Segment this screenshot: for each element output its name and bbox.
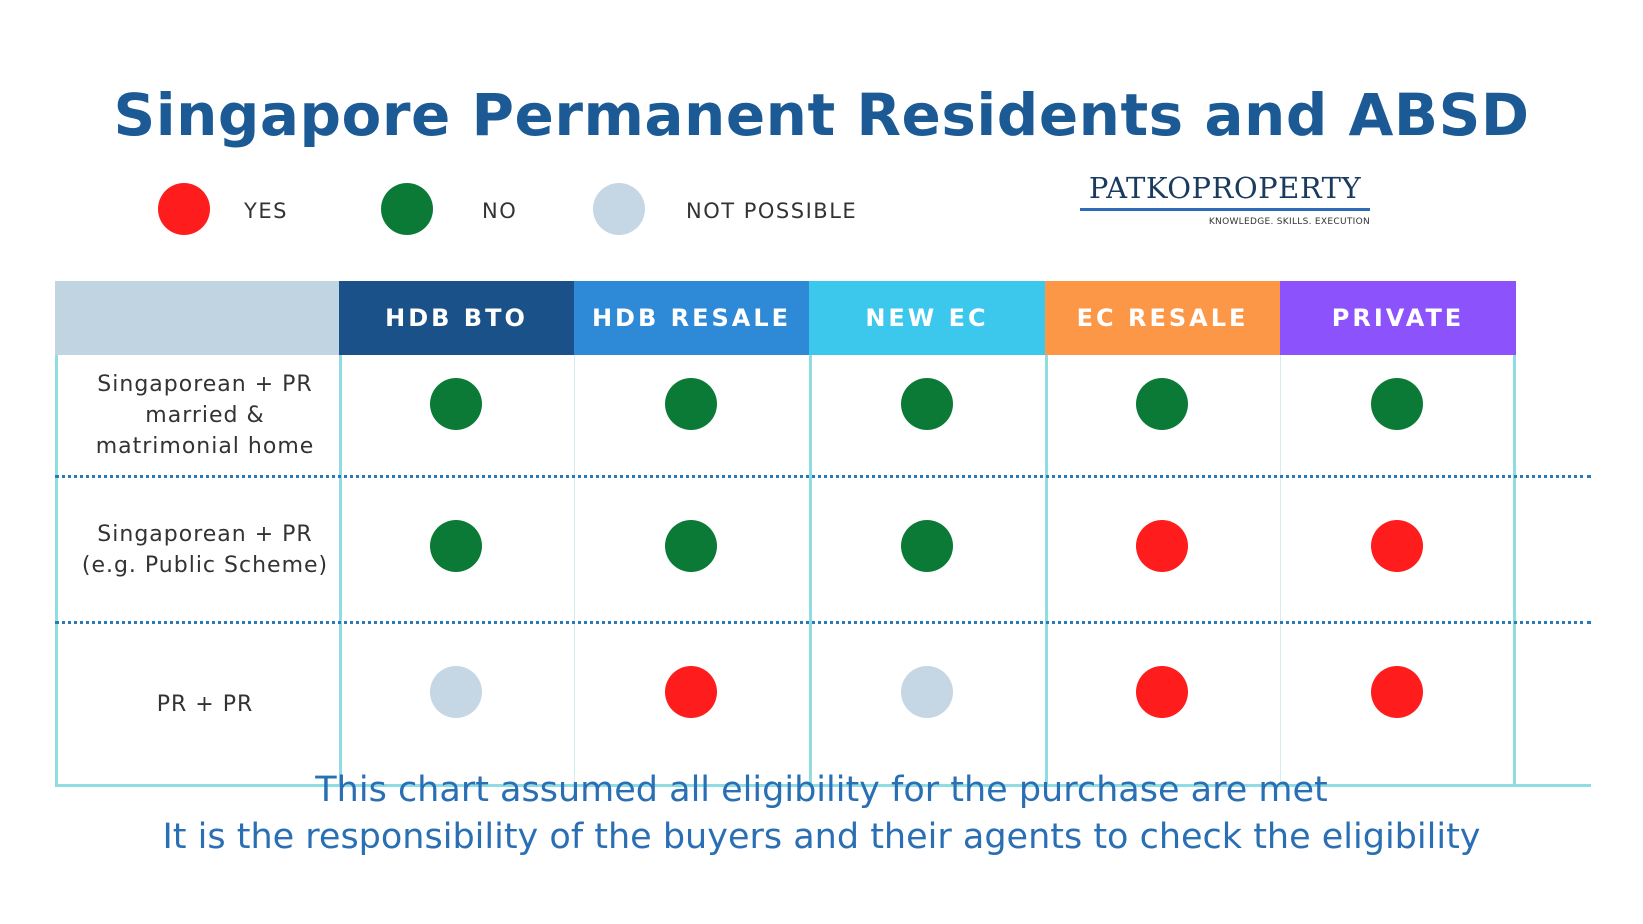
row-label-line: PR + PR bbox=[156, 691, 254, 717]
row-label-line: married & bbox=[145, 402, 265, 428]
row-divider bbox=[55, 621, 1591, 624]
row-label-2: Singaporean + PR (e.g. Public Scheme) bbox=[55, 478, 355, 621]
grid-line bbox=[1045, 355, 1048, 787]
brand-underline bbox=[1080, 208, 1370, 211]
row-label-1: Singaporean + PR married & matrimonial h… bbox=[55, 355, 355, 475]
footer-disclaimer-1: This chart assumed all eligibility for t… bbox=[315, 770, 1328, 810]
grid-line bbox=[574, 355, 575, 787]
row-label-line: Singaporean + PR bbox=[97, 371, 313, 397]
grid-line bbox=[1513, 355, 1516, 787]
legend-not-possible-dot bbox=[593, 183, 645, 235]
row-label-line: Singaporean + PR bbox=[97, 521, 313, 547]
header-private: PRIVATE bbox=[1280, 281, 1516, 355]
legend-yes-label: YES bbox=[244, 199, 288, 223]
page-title: Singapore Permanent Residents and ABSD bbox=[113, 81, 1530, 149]
header-ec-resale: EC RESALE bbox=[1045, 281, 1280, 355]
status-dot-r3-private bbox=[1371, 666, 1423, 718]
header-new-ec: NEW EC bbox=[809, 281, 1045, 355]
row-divider bbox=[55, 475, 1591, 478]
grid-line bbox=[809, 355, 812, 787]
footer-disclaimer-2: It is the responsibility of the buyers a… bbox=[162, 817, 1481, 857]
legend-not-possible-label: NOT POSSIBLE bbox=[686, 199, 858, 223]
status-dot-r2-hdb-resale bbox=[665, 520, 717, 572]
status-dot-r2-new-ec bbox=[901, 520, 953, 572]
status-dot-r3-ec-resale bbox=[1136, 666, 1188, 718]
status-dot-r2-private bbox=[1371, 520, 1423, 572]
status-dot-r1-hdb-bto bbox=[430, 378, 482, 430]
legend-yes-dot bbox=[158, 183, 210, 235]
absd-table: HDB BTO HDB RESALE NEW EC EC RESALE PRIV… bbox=[55, 281, 1591, 787]
row-label-line: matrimonial home bbox=[95, 433, 315, 459]
brand-logo: PATKOPROPERTY KNOWLEDGE. SKILLS. EXECUTI… bbox=[1080, 170, 1370, 227]
header-blank-cell bbox=[55, 281, 339, 355]
status-dot-r3-hdb-resale bbox=[665, 666, 717, 718]
status-dot-r3-hdb-bto bbox=[430, 666, 482, 718]
status-dot-r1-hdb-resale bbox=[665, 378, 717, 430]
table-bottom-border bbox=[55, 784, 1591, 787]
row-label-line: (e.g. Public Scheme) bbox=[81, 552, 329, 578]
status-dot-r3-new-ec bbox=[901, 666, 953, 718]
brand-name: PATKOPROPERTY bbox=[1088, 171, 1362, 205]
grid-line bbox=[55, 355, 58, 787]
grid-line bbox=[1280, 355, 1281, 787]
status-dot-r1-private bbox=[1371, 378, 1423, 430]
row-label-3: PR + PR bbox=[55, 624, 355, 784]
status-dot-r2-ec-resale bbox=[1136, 520, 1188, 572]
status-dot-r1-new-ec bbox=[901, 378, 953, 430]
brand-tagline: KNOWLEDGE. SKILLS. EXECUTION bbox=[1208, 217, 1370, 227]
legend-no-dot bbox=[381, 183, 433, 235]
header-hdb-resale: HDB RESALE bbox=[574, 281, 809, 355]
status-dot-r2-hdb-bto bbox=[430, 520, 482, 572]
header-hdb-bto: HDB BTO bbox=[339, 281, 574, 355]
status-dot-r1-ec-resale bbox=[1136, 378, 1188, 430]
grid-line bbox=[339, 355, 342, 787]
legend-no-label: NO bbox=[482, 199, 518, 223]
